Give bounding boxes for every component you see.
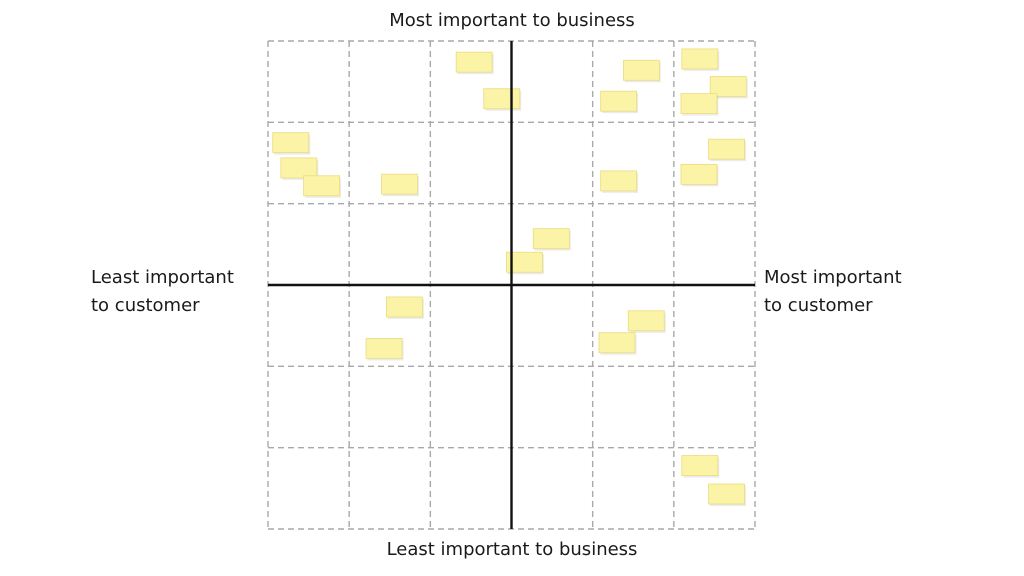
- sticky-note: [681, 455, 719, 476]
- sticky-note: [506, 251, 543, 273]
- sticky-note: [280, 157, 318, 179]
- sticky-note: [532, 228, 570, 250]
- sticky-note: [681, 48, 719, 70]
- sticky-note: [385, 296, 423, 318]
- sticky-note: [709, 76, 747, 97]
- sticky-note: [600, 170, 638, 192]
- axis-label-left-line-1: Least important: [91, 267, 234, 288]
- sticky-note: [708, 483, 745, 505]
- sticky-note: [598, 332, 636, 354]
- sticky-notes: [272, 48, 748, 507]
- sticky-note: [365, 338, 403, 359]
- axis-label-top: Most important to business: [389, 10, 635, 31]
- sticky-note: [303, 175, 340, 197]
- sticky-note: [680, 163, 718, 185]
- axis-label-right: Most important to customer: [764, 264, 902, 320]
- sticky-note: [680, 93, 718, 115]
- sticky-note: [622, 59, 660, 81]
- axis-label-left: Least important to customer: [91, 264, 234, 320]
- sticky-note: [455, 51, 493, 73]
- axis-label-right-line-2: to customer: [764, 295, 873, 316]
- quadrant-axes: [268, 41, 755, 529]
- sticky-note: [381, 173, 418, 195]
- axis-label-left-line-2: to customer: [91, 295, 200, 316]
- sticky-note: [483, 88, 521, 110]
- axis-label-right-line-1: Most important: [764, 267, 902, 288]
- sticky-note: [272, 132, 310, 154]
- sticky-note: [600, 90, 638, 112]
- axis-label-bottom: Least important to business: [386, 539, 638, 560]
- sticky-note: [627, 310, 665, 332]
- sticky-note: [708, 138, 745, 160]
